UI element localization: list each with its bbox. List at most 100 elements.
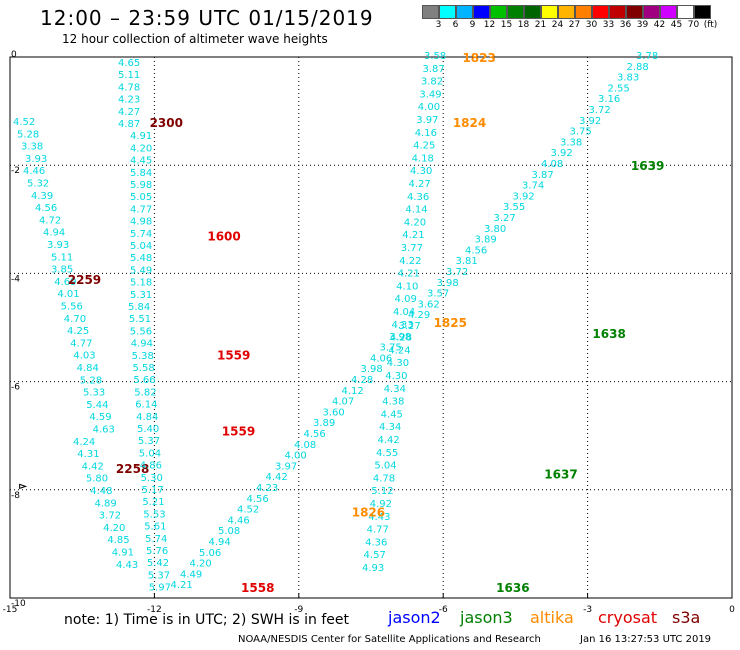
wave-height-value: 5.49 (130, 265, 152, 276)
wave-height-value: 2.55 (608, 83, 630, 94)
wave-height-value: 4.09 (395, 294, 417, 305)
wave-height-value: 4.89 (95, 498, 117, 509)
wave-height-value: 5.30 (141, 473, 163, 484)
legend-swatch (507, 5, 524, 19)
wave-height-value: 5.04 (374, 461, 396, 472)
wave-height-value: 4.27 (409, 179, 431, 190)
legend-swatch (677, 5, 694, 19)
time-label-cryosat: 1600 (207, 230, 240, 244)
wave-height-value: 4.21 (171, 580, 193, 591)
wave-height-value: 3.89 (313, 418, 335, 429)
wave-height-value: 5.06 (199, 548, 221, 559)
wave-height-value: 4.43 (368, 512, 390, 523)
wave-height-value: 3.75 (380, 343, 402, 354)
wave-height-value: 4.31 (77, 449, 99, 460)
wave-height-value: 4.14 (405, 205, 427, 216)
wave-height-value: 4.20 (190, 559, 212, 570)
coastline (19, 483, 28, 490)
wave-height-value: 5.51 (129, 314, 151, 325)
wave-height-value: 4.86 (140, 461, 162, 472)
legend-swatch (609, 5, 626, 19)
wave-height-value: 5.40 (137, 424, 159, 435)
wave-height-value: 3.82 (421, 77, 443, 88)
wave-height-value: 5.76 (146, 546, 168, 557)
wave-height-value: 4.20 (130, 143, 152, 154)
wave-height-value: 5.98 (130, 180, 152, 191)
legend-label: 15 (500, 20, 513, 30)
time-label-altika: 1826 (352, 505, 385, 519)
wave-height-value: 5.21 (142, 497, 164, 508)
wave-height-value: 3.92 (513, 191, 535, 202)
wave-height-value: 4.42 (266, 472, 288, 483)
wave-height-value: 4.45 (381, 409, 403, 420)
wave-height-value: 4.52 (237, 505, 259, 516)
wave-height-value: 6.14 (135, 400, 157, 411)
legend-swatch (439, 5, 456, 19)
time-label-altika: 1824 (453, 116, 486, 130)
wave-height-value: 4.85 (107, 535, 129, 546)
wave-height-value: 4.77 (130, 204, 152, 215)
wave-height-value: 3.58 (424, 51, 446, 62)
lon-tick-label: -12 (147, 605, 162, 615)
wave-height-value: 3.60 (323, 407, 345, 418)
wave-height-value: 5.66 (133, 375, 155, 386)
wave-height-value: 4.63 (93, 425, 115, 436)
wave-height-value: 5.97 (149, 583, 171, 594)
time-label-cryosat: 1559 (217, 349, 250, 363)
wave-height-value: 4.59 (89, 412, 111, 423)
wave-height-value: 4.78 (118, 82, 140, 93)
wave-height-value: 3.97 (416, 115, 438, 126)
wave-height-value: 4.38 (382, 397, 404, 408)
wave-height-value: 4.98 (130, 217, 152, 228)
wave-height-value: 4.42 (82, 461, 104, 472)
time-label-altika: 1825 (434, 316, 467, 330)
legend-swatch (643, 5, 660, 19)
map-title: 12:00 – 23:59 UTC 01/15/2019 (40, 6, 374, 30)
time-label-altika: 1823 (462, 51, 495, 65)
credit-line: NOAA/NESDIS Center for Satellite Applica… (238, 634, 541, 645)
legend-label: 6 (452, 20, 459, 30)
wave-height-value: 3.72 (99, 511, 121, 522)
legend-swatch (541, 5, 558, 19)
wave-height-value: 3.93 (47, 240, 69, 251)
wave-height-value: 4.30 (385, 371, 407, 382)
wave-height-value: 5.37 (138, 436, 160, 447)
legend-label: 12 (483, 20, 496, 30)
wave-height-value: 5.18 (130, 278, 152, 289)
time-label-cryosat: 1559 (222, 424, 255, 438)
wave-height-value: 4.84 (136, 412, 158, 423)
wave-height-value: 4.08 (541, 159, 563, 170)
map-frame (9, 56, 733, 599)
wave-height-value: 4.55 (376, 448, 398, 459)
wave-height-value: 5.37 (148, 570, 170, 581)
wave-height-value: 3.38 (21, 142, 43, 153)
wave-height-value: 4.24 (73, 437, 95, 448)
legend-labels: 3 6 9 12 15 18 21 24 27 30 33 36 39 42 45 70 (ft) (422, 19, 718, 33)
wave-height-value: 4.69 (54, 277, 76, 288)
wave-height-value: 4.10 (396, 281, 418, 292)
wave-height-value: 4.23 (256, 483, 278, 494)
time-label-cryosat: 1558 (241, 581, 274, 595)
legend-label: 39 (636, 20, 649, 30)
wave-height-value: 5.80 (86, 474, 108, 485)
wave-height-value: 4.33 (391, 320, 413, 331)
wave-height-value: 4.42 (378, 435, 400, 446)
wave-height-value: 4.34 (384, 384, 406, 395)
wave-height-value: 3.49 (419, 89, 441, 100)
time-label-jason3: 1636 (496, 581, 529, 595)
legend-label: 18 (517, 20, 530, 30)
wave-height-value: 5.17 (142, 485, 164, 496)
legend-label: 3 (435, 20, 442, 30)
satellite-label-jason2: jason2 (388, 608, 441, 627)
wave-height-value: 4.12 (342, 386, 364, 397)
wave-height-value: 4.25 (413, 141, 435, 152)
wave-height-value: 3.92 (579, 116, 601, 127)
wave-height-value: 4.00 (285, 451, 307, 462)
wave-height-value: 3.74 (522, 181, 544, 192)
wave-height-value: 5.84 (128, 302, 150, 313)
legend-swatch (558, 5, 575, 19)
time-label-s3a: 2300 (150, 116, 183, 130)
time-label-jason3: 1638 (592, 327, 625, 341)
wave-height-value: 3.87 (422, 64, 444, 75)
